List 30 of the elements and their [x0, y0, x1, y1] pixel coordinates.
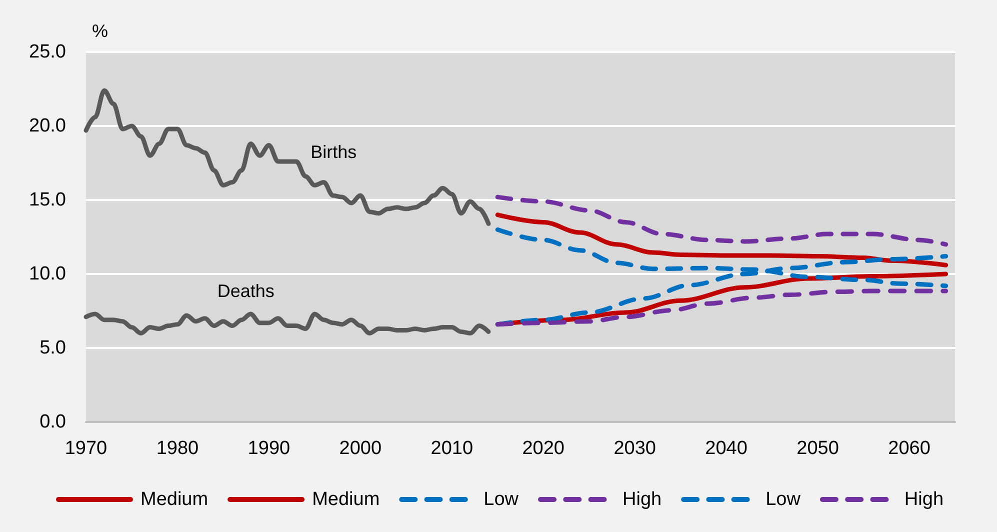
y-tick-label: 15.0 [29, 190, 66, 210]
x-tick-label: 2040 [705, 438, 748, 459]
legend-label: High [904, 489, 944, 510]
y-tick-label: 20.0 [29, 116, 66, 136]
y-tick-label: 5.0 [40, 338, 66, 358]
x-tick-label: 2050 [796, 438, 839, 459]
y-axis-title: % [92, 21, 108, 41]
x-tick-label: 2060 [888, 438, 930, 459]
y-tick-label: 25.0 [29, 42, 66, 62]
x-tick-label: 2020 [522, 438, 565, 459]
x-tick-label: 2000 [339, 438, 382, 459]
x-tick-label: 2030 [614, 438, 656, 459]
legend-label: High [622, 489, 662, 510]
x-tick-label: 1990 [248, 438, 290, 459]
y-tick-label: 0.0 [40, 412, 66, 432]
line-series [495, 194, 948, 247]
legend-label: Low [766, 489, 801, 510]
line-series [495, 212, 948, 268]
x-tick-label: 2010 [430, 438, 474, 459]
annotation: Deaths [217, 281, 274, 302]
line-series [495, 288, 948, 327]
x-tick-label: 1970 [64, 438, 108, 459]
legend-label: Medium [140, 489, 208, 510]
line-series [84, 312, 491, 336]
y-tick-label: 10.0 [29, 264, 66, 284]
legend-label: Medium [312, 489, 380, 510]
annotation: Births [310, 142, 357, 162]
x-tick-label: 1980 [156, 438, 199, 459]
line-series [84, 88, 491, 226]
legend-label: Low [484, 489, 519, 510]
